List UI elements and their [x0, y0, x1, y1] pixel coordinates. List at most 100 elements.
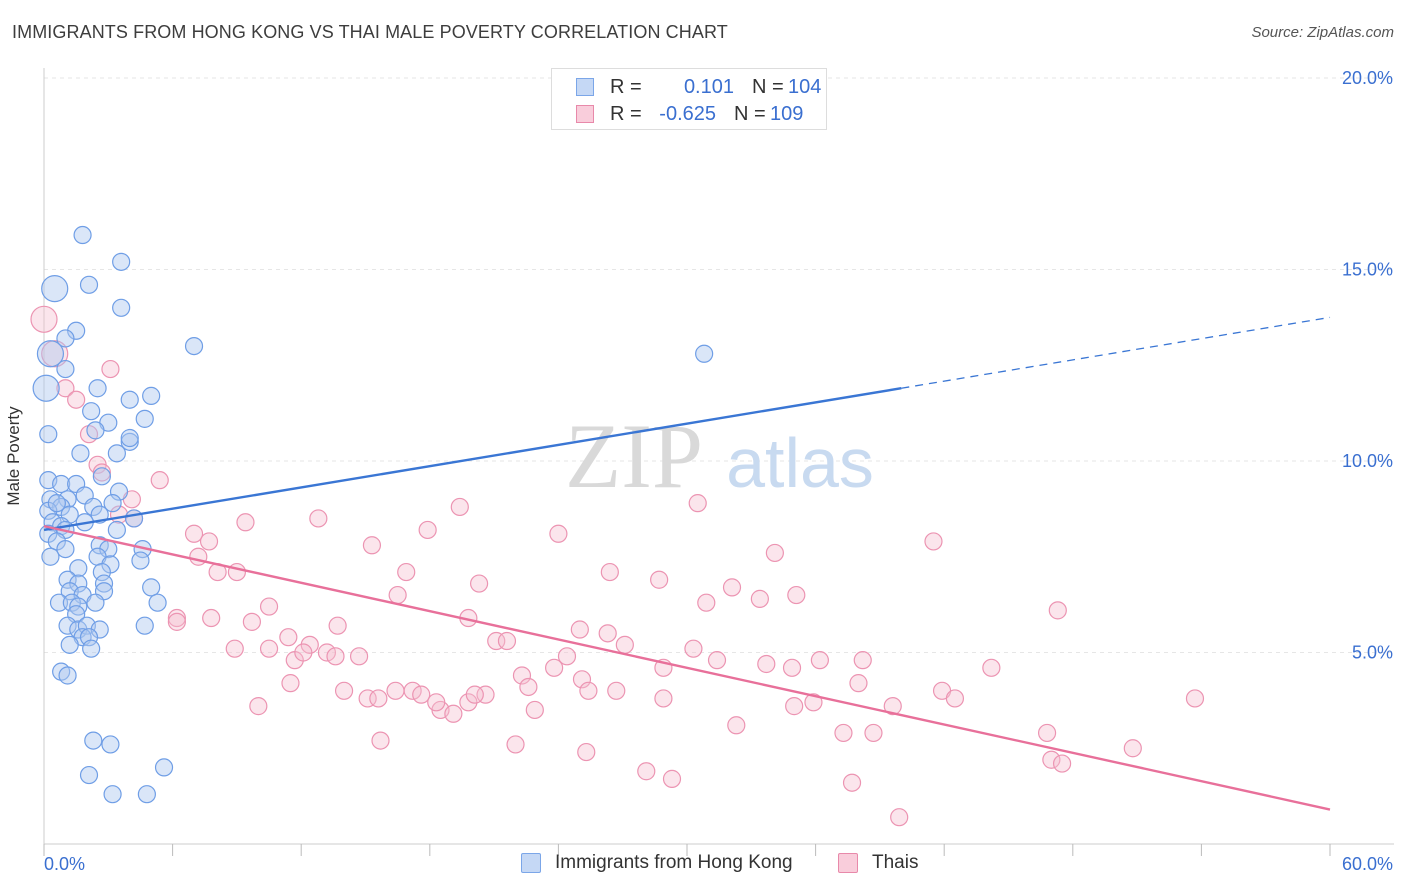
thais-point: [369, 689, 388, 708]
thais-point: [506, 735, 525, 754]
hong-kong-point: [120, 432, 139, 451]
thais-point: [1042, 750, 1061, 769]
hong-kong-point: [79, 275, 99, 294]
thais-point: [334, 681, 354, 700]
thais-point: [1185, 689, 1205, 708]
thais-point: [469, 574, 489, 593]
hong-kong-point: [88, 379, 107, 398]
legend-n-label: N =: [752, 75, 784, 98]
thais-point: [412, 685, 431, 704]
watermark-atlas: atlas: [726, 424, 874, 502]
thais-point: [279, 628, 298, 647]
thais-point: [309, 509, 328, 528]
thais-point: [189, 547, 208, 566]
hong-kong-point: [94, 574, 114, 593]
thais-point: [388, 585, 407, 605]
thais-point: [890, 808, 909, 827]
y-tick-label: 5.0%: [1352, 643, 1393, 663]
hong-kong-point: [82, 639, 101, 658]
axes: [43, 68, 1394, 856]
hong-kong-trend-line: [43, 387, 902, 532]
hong-kong-point: [695, 344, 714, 363]
hong-kong-point: [154, 758, 174, 777]
hong-kong-point: [60, 635, 79, 654]
thais-point: [56, 379, 75, 398]
legend-n-value: 104: [788, 75, 822, 98]
correlation-legend: R = 0.101 N = 104 R = -0.625 N = 109: [551, 68, 827, 130]
legend-n-label: N =: [734, 102, 766, 125]
thais-point: [842, 773, 862, 792]
legend-item-thais[interactable]: Thais: [838, 852, 918, 874]
thais-point: [362, 536, 382, 555]
hong-kong-point: [47, 494, 66, 513]
legend-r-value: 0.101: [683, 75, 734, 98]
thais-point: [371, 731, 390, 750]
hong-kong-point: [73, 225, 92, 245]
thais-point: [662, 769, 682, 788]
thais-point: [853, 651, 872, 670]
hong-kong-point: [92, 562, 111, 582]
thais-point: [607, 681, 626, 700]
hong-kong-point: [58, 570, 77, 589]
thais-point: [1037, 723, 1057, 743]
thais-point: [101, 359, 120, 379]
y-tick-label: 20.0%: [1342, 68, 1393, 88]
hong-kong-point: [41, 547, 60, 566]
thais-point: [326, 647, 345, 666]
hong-kong-point: [71, 444, 90, 463]
thais-point: [883, 697, 902, 716]
legend-r-value: -0.625: [659, 102, 716, 125]
hong-kong-point: [120, 390, 139, 409]
thais-point: [1048, 601, 1067, 620]
thais-point: [688, 494, 707, 513]
hong-kong-point: [86, 593, 105, 612]
legend-label: Immigrants from Hong Kong: [555, 852, 793, 873]
thais-point: [317, 643, 337, 662]
thais-point: [849, 674, 868, 693]
legend-r-label: R =: [610, 102, 642, 125]
thais-point: [67, 390, 86, 409]
hong-kong-point: [41, 275, 69, 303]
thais-point: [403, 681, 422, 700]
hong-kong-point: [103, 494, 122, 513]
thais-point: [497, 631, 517, 651]
thais-points: [30, 305, 1205, 827]
thais-point: [397, 562, 416, 582]
trend-lines: [43, 316, 1331, 811]
thais-point: [519, 677, 538, 697]
legend-row-thais: R = -0.625 N = 109: [576, 101, 803, 127]
hong-kong-point: [112, 252, 131, 271]
thais-point: [810, 651, 829, 670]
thais-point: [167, 608, 186, 628]
thais-point: [418, 520, 437, 540]
hong-kong-point: [52, 474, 71, 494]
watermark-zip: ZIP: [565, 405, 703, 507]
hong-kong-point: [56, 329, 75, 348]
thais-point: [782, 658, 802, 677]
hong-kong-point: [69, 559, 88, 578]
hong-kong-point: [124, 509, 144, 528]
y-tick-label: 15.0%: [1342, 260, 1393, 280]
x-tick-label: 0.0%: [44, 854, 85, 874]
hong-kong-point: [79, 628, 99, 647]
source-label: Source: ZipAtlas.com: [1251, 24, 1394, 41]
thais-point: [92, 463, 111, 482]
thais-point: [202, 608, 221, 628]
thais-point: [557, 647, 577, 666]
thais-point: [349, 647, 369, 666]
legend-item-hong-kong[interactable]: Immigrants from Hong Kong: [521, 852, 793, 874]
hong-kong-point: [58, 616, 77, 635]
thais-point: [727, 716, 746, 735]
thais-point: [785, 697, 804, 716]
thais-point: [577, 742, 596, 762]
thais-point: [525, 700, 544, 720]
thais-point: [427, 693, 446, 712]
hong-kong-point: [92, 467, 111, 486]
thais-point: [259, 639, 279, 658]
thais-point: [757, 654, 776, 674]
thais-point: [804, 693, 823, 712]
thais-point: [259, 597, 279, 616]
thais-point: [570, 620, 589, 639]
thais-point: [1052, 754, 1072, 773]
